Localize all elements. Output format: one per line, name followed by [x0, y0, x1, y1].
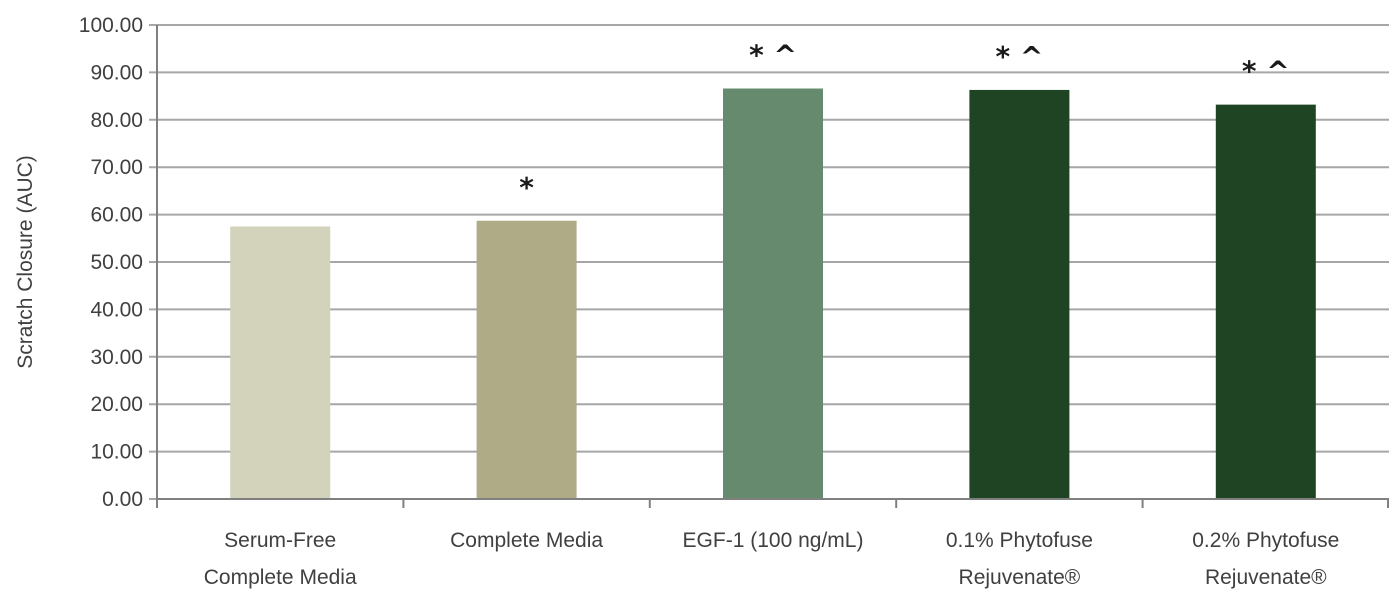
y-tick-label: 0.00	[102, 488, 143, 511]
x-axis	[156, 25, 1389, 508]
y-tick-label: 60.00	[90, 204, 143, 227]
x-category-label: Complete Media	[450, 529, 603, 552]
y-tick-label: 30.00	[90, 346, 143, 369]
bar	[476, 220, 577, 499]
significance-marker: * ^	[995, 40, 1043, 73]
y-tick-label: 90.00	[90, 61, 143, 84]
x-category-label: 0.2% Phytofuse	[1192, 529, 1339, 552]
significance-marker: *	[519, 171, 534, 204]
significance-annotations: * * ^ * ^ * ^	[519, 39, 1289, 204]
y-axis-title: Scratch Closure (AUC)	[14, 155, 37, 369]
x-category-label: Serum-Free	[224, 529, 336, 552]
category-labels: Serum-Free Complete Media Complete Media EG…	[204, 529, 1340, 589]
x-category-label: Rejuvenate®	[959, 566, 1081, 589]
x-category-label: Complete Media	[204, 566, 357, 589]
bar	[230, 226, 331, 499]
y-tick-label: 10.00	[90, 441, 143, 464]
y-tick-label: 80.00	[90, 109, 143, 132]
x-category-label: 0.1% Phytofuse	[946, 529, 1093, 552]
y-tick-label: 50.00	[90, 251, 143, 274]
x-category-label: Rejuvenate®	[1205, 566, 1327, 589]
bar	[723, 88, 823, 500]
y-axis-ticks: 0.00 10.00 20.00 30.00 40.00 50.00 60.00 70.00 8…	[79, 14, 143, 511]
bars	[230, 88, 1316, 500]
y-tick-label: 70.00	[90, 156, 143, 179]
significance-marker: * ^	[749, 39, 797, 72]
bar	[969, 89, 1070, 500]
significance-marker: * ^	[1242, 55, 1290, 88]
x-category-label: EGF-1 (100 ng/mL)	[683, 529, 864, 552]
y-tick-label: 40.00	[90, 298, 143, 321]
bar	[1215, 104, 1316, 500]
y-tick-label: 100.00	[79, 14, 143, 37]
y-tick-label: 20.00	[90, 393, 143, 416]
